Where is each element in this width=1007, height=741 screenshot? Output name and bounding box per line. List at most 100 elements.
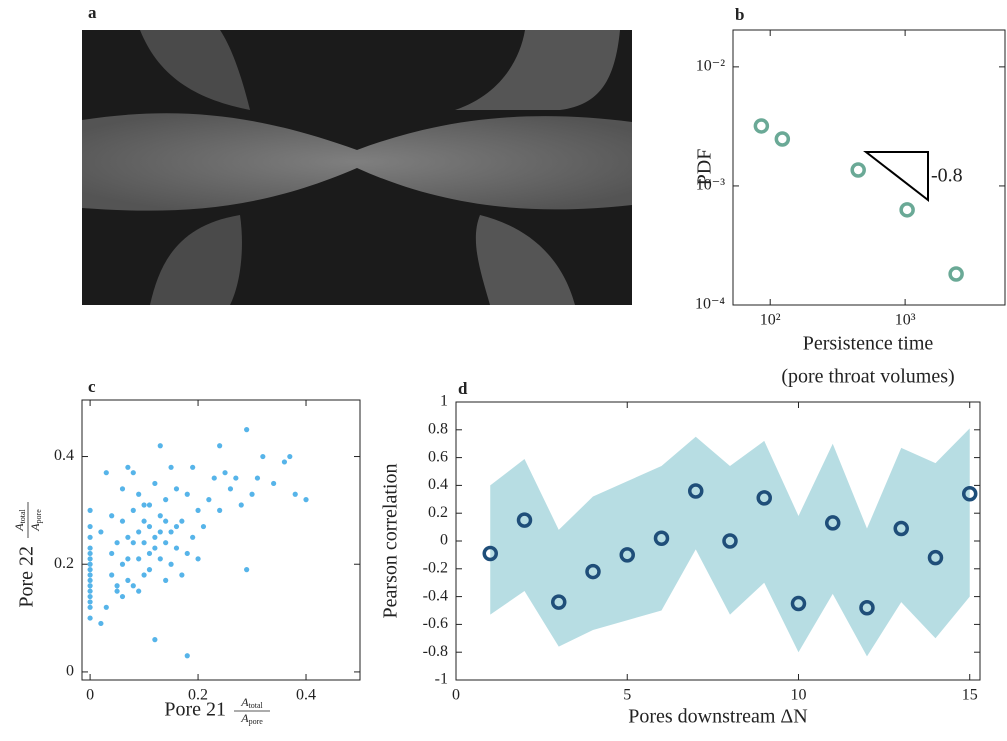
- point: [168, 464, 174, 470]
- y-axis-label: PDF: [694, 149, 716, 186]
- point: [774, 131, 791, 147]
- point: [238, 502, 244, 508]
- point: [206, 497, 212, 503]
- point: [482, 545, 498, 562]
- point: [211, 475, 217, 481]
- y-tick-label: -0.8: [423, 643, 448, 660]
- point: [927, 549, 944, 566]
- x-tick-label: 10³: [895, 312, 916, 329]
- point: [271, 480, 277, 487]
- fraction-part: Atotal: [240, 695, 263, 710]
- y-tick-label: 0: [66, 663, 74, 680]
- point: [157, 513, 163, 519]
- point: [244, 427, 250, 433]
- point: [141, 502, 147, 508]
- point: [287, 453, 293, 460]
- point: [173, 545, 180, 551]
- point: [87, 572, 93, 578]
- point: [103, 470, 109, 476]
- point: [146, 502, 153, 508]
- point: [163, 540, 169, 546]
- point: [173, 523, 180, 530]
- point: [119, 518, 126, 524]
- point: [130, 540, 136, 546]
- point: [227, 486, 234, 492]
- point: [179, 518, 185, 524]
- point: [141, 540, 147, 546]
- point: [824, 515, 841, 531]
- x-axis-label: Persistence time: [803, 333, 934, 355]
- point: [217, 443, 223, 449]
- point: [260, 453, 266, 460]
- point: [130, 507, 136, 513]
- point: [184, 653, 190, 659]
- y-tick-label: -1: [435, 671, 448, 688]
- point: [146, 523, 153, 530]
- x-tick-label: 0.4: [296, 687, 316, 704]
- point: [87, 507, 93, 513]
- point: [119, 593, 126, 600]
- point: [179, 572, 185, 578]
- point: [152, 534, 158, 540]
- slope-triangle: [863, 151, 929, 203]
- point: [961, 485, 978, 502]
- point: [125, 577, 131, 583]
- y-tick-label: 1: [440, 393, 448, 410]
- panel-label: d: [458, 379, 468, 398]
- point: [87, 577, 93, 583]
- point: [163, 577, 169, 583]
- point: [136, 588, 142, 594]
- point: [550, 594, 567, 610]
- point: [157, 529, 163, 535]
- point: [859, 599, 875, 616]
- point: [87, 545, 93, 551]
- subscript: total: [18, 508, 27, 523]
- point: [109, 550, 115, 557]
- confidence-band: [490, 428, 970, 657]
- point: [200, 523, 207, 530]
- micrograph: [82, 30, 632, 305]
- point: [87, 604, 93, 610]
- point: [87, 550, 93, 557]
- point: [125, 464, 131, 470]
- point: [585, 563, 601, 580]
- point: [753, 118, 770, 134]
- point: [136, 556, 142, 562]
- panel-label: b: [735, 5, 744, 24]
- y-tick-label: 10⁻⁴: [695, 296, 725, 313]
- point: [141, 518, 147, 524]
- y-tick-label: 10⁻²: [696, 58, 725, 75]
- point: [103, 604, 109, 610]
- fraction-part: Apore: [240, 711, 263, 726]
- point: [244, 567, 250, 573]
- point: [222, 470, 228, 476]
- point: [119, 486, 126, 492]
- point: [249, 491, 255, 497]
- point: [130, 583, 136, 589]
- point: [157, 556, 163, 562]
- x-tick-label: 15: [962, 687, 978, 704]
- x-axis-label: (pore throat volumes): [781, 366, 954, 388]
- point: [136, 529, 142, 535]
- panel-label: a: [88, 3, 97, 22]
- point: [87, 599, 93, 605]
- point: [152, 637, 158, 643]
- y-tick-label: 0.6: [428, 448, 448, 465]
- point: [136, 491, 142, 497]
- symbol: A: [12, 523, 26, 532]
- point: [163, 518, 169, 524]
- point: [899, 202, 915, 218]
- point: [146, 550, 153, 557]
- point: [292, 491, 298, 497]
- point: [87, 567, 93, 573]
- point: [98, 529, 104, 535]
- symbol: A: [240, 695, 249, 709]
- point: [184, 550, 190, 557]
- fraction-part: Apore: [28, 509, 43, 532]
- point: [87, 556, 93, 562]
- plot-frame: [81, 399, 361, 681]
- point: [893, 520, 909, 537]
- point: [87, 534, 93, 540]
- x-tick-label: 0: [452, 687, 460, 704]
